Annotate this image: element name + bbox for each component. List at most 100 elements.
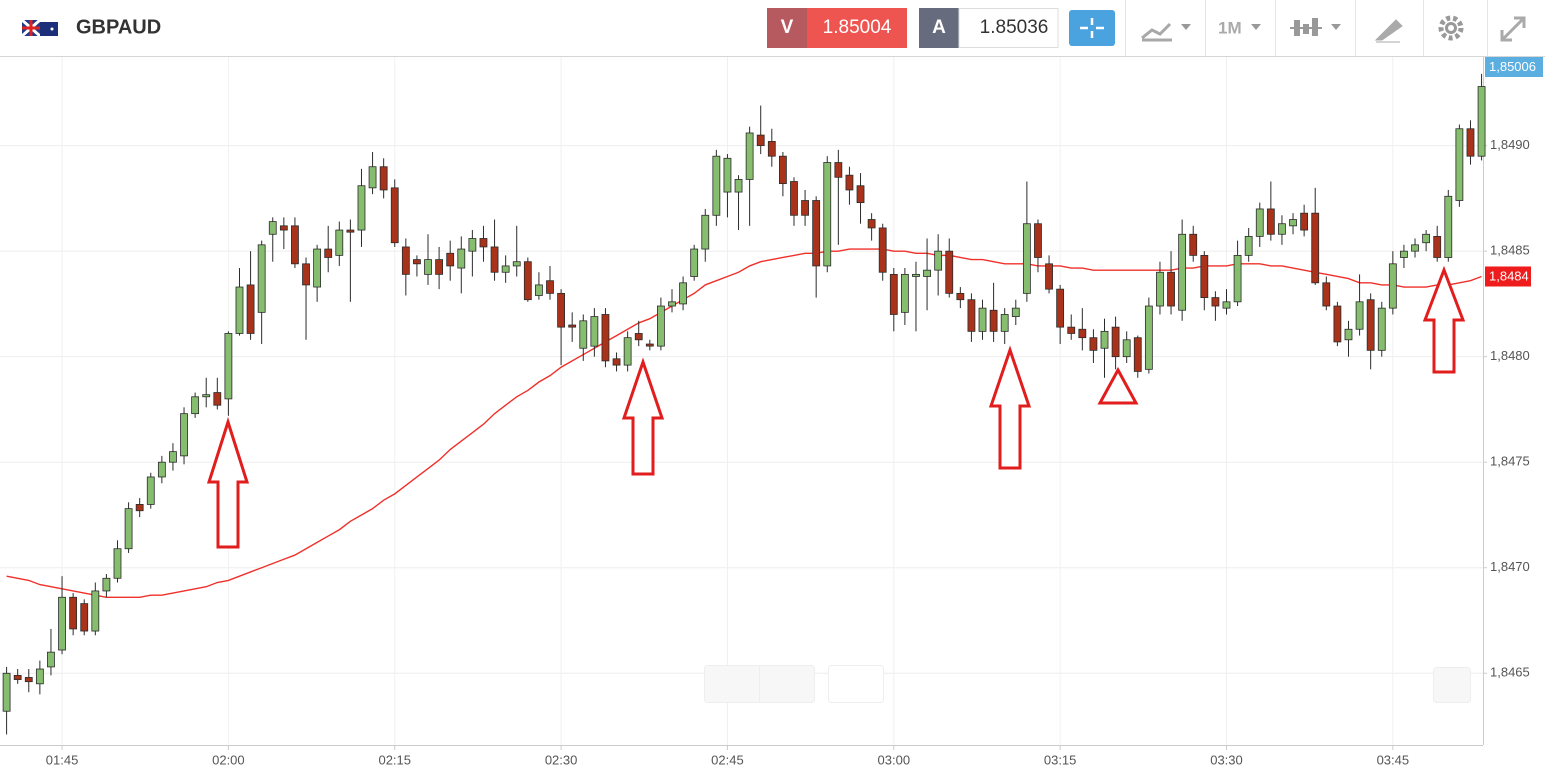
candle <box>778 151 787 197</box>
candle-body <box>113 548 122 579</box>
candle <box>1444 189 1453 262</box>
candle-body <box>1289 219 1297 227</box>
candle-body <box>856 185 865 204</box>
crosshair-button[interactable] <box>1069 10 1115 46</box>
candle <box>1455 124 1464 207</box>
candle <box>368 151 377 195</box>
buy-label-box[interactable] <box>919 8 959 48</box>
candle <box>1422 230 1431 252</box>
candle-body <box>91 590 100 632</box>
candle <box>257 240 266 345</box>
candle-body <box>845 174 854 191</box>
candle <box>923 238 931 311</box>
candle-body <box>623 337 632 366</box>
candle <box>80 599 89 636</box>
candle-body <box>1266 208 1275 235</box>
candle-body <box>1477 86 1486 157</box>
candle-body <box>1156 271 1164 307</box>
candle <box>1266 181 1275 241</box>
candle-body <box>2 672 11 712</box>
x-tick-label: 02:45 <box>711 752 744 767</box>
last-price-tag <box>1485 57 1543 77</box>
draw-icon[interactable] <box>1374 19 1403 43</box>
candle <box>1311 187 1320 285</box>
reset-button[interactable] <box>828 665 884 703</box>
arrow <box>621 357 665 476</box>
candle <box>1045 255 1053 294</box>
buy-label[interactable]: A <box>932 17 946 38</box>
expand-icon[interactable] <box>1500 16 1526 42</box>
candle <box>723 154 732 218</box>
flag <box>21 18 58 38</box>
candle-body <box>690 248 699 277</box>
candle-body <box>1200 254 1209 298</box>
candle-body <box>490 246 499 273</box>
candle <box>302 257 310 340</box>
candle-body <box>1100 330 1109 349</box>
candle-body <box>1178 233 1187 311</box>
settings-icon-hole <box>1448 25 1454 31</box>
candle-body <box>47 651 55 668</box>
candle <box>657 297 665 351</box>
candle <box>668 289 676 313</box>
candle-body <box>900 273 909 313</box>
candle-body <box>213 392 222 406</box>
x-tick-label: 03:00 <box>878 752 911 767</box>
candle <box>47 628 55 676</box>
candle <box>379 158 388 199</box>
candle <box>579 314 588 361</box>
candle-icon[interactable] <box>1290 18 1322 36</box>
candle-body <box>1400 250 1408 258</box>
candle <box>268 217 277 262</box>
candle-body <box>435 259 444 275</box>
candle <box>390 179 399 247</box>
sell-price-box[interactable] <box>807 8 907 48</box>
flag-star <box>50 27 54 31</box>
candle-body <box>257 244 266 313</box>
candle <box>1089 329 1098 364</box>
candle-body <box>657 305 665 347</box>
candle <box>745 126 754 226</box>
timeframe[interactable]: 1M <box>1218 18 1242 37</box>
candle <box>501 255 510 283</box>
sell-label-box[interactable] <box>767 8 807 48</box>
candle <box>845 166 854 205</box>
candle <box>612 352 621 372</box>
candle <box>357 168 366 247</box>
candle-body <box>324 248 333 258</box>
last-price-label: 1,85006 <box>1489 59 1536 74</box>
ma-price-label: 1,8484 <box>1489 268 1529 283</box>
candle <box>1122 331 1131 364</box>
candle <box>690 244 699 281</box>
chart-type-icon[interactable] <box>1141 22 1172 42</box>
ma-price-tag <box>1485 266 1531 287</box>
candle-body <box>1355 301 1364 330</box>
candle <box>734 175 743 231</box>
candle <box>1366 293 1375 370</box>
settings-icon[interactable] <box>1438 15 1464 41</box>
candle <box>945 238 954 298</box>
candle <box>124 502 133 553</box>
sell-price[interactable]: 1.85004 <box>823 17 892 38</box>
candle-body <box>989 309 998 332</box>
candle-body <box>80 603 89 632</box>
candle <box>457 236 466 294</box>
candle <box>889 268 898 332</box>
candle-body <box>535 284 543 296</box>
buy-price-box[interactable] <box>958 8 1059 48</box>
candle-body <box>379 166 388 191</box>
candle <box>69 593 78 636</box>
scroll-button[interactable] <box>1433 667 1471 703</box>
candle <box>213 377 222 410</box>
candle-body <box>867 219 876 229</box>
buy-price[interactable]: 1.85036 <box>980 17 1049 38</box>
candle-body <box>1111 326 1120 358</box>
candle <box>1377 301 1386 357</box>
candle <box>157 455 166 484</box>
candle <box>490 219 499 281</box>
candle-body <box>1322 282 1331 307</box>
candle <box>1466 120 1475 165</box>
candle-body <box>1144 305 1153 370</box>
sell-label[interactable]: V <box>781 17 794 38</box>
x-tick-label: 03:15 <box>1044 752 1077 767</box>
